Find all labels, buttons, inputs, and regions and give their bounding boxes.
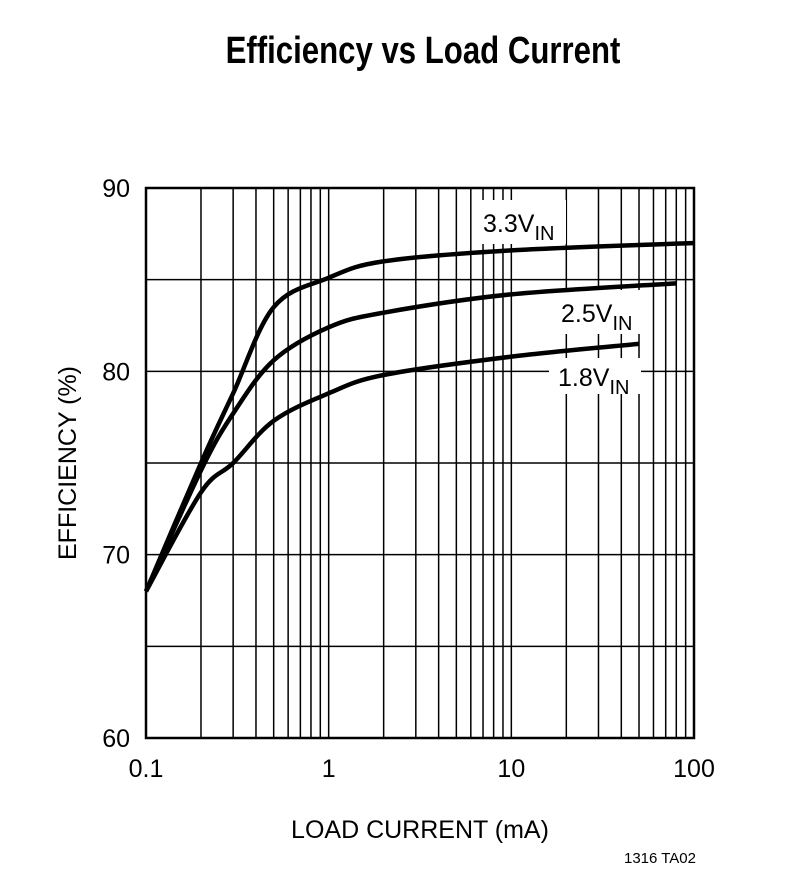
plot-frame [144,186,696,740]
x-axis-label: LOAD CURRENT (mA) [291,816,549,844]
x-tick-label: 10 [497,755,525,783]
chart-title: Efficiency vs Load Current [225,30,621,72]
series-line-3-3V [143,240,695,593]
y-tick-label: 80 [102,358,130,386]
y-axis-label: EFFICIENCY (%) [54,366,82,560]
series-label: 3.3VIN [483,210,554,245]
series-label-background [474,200,566,244]
y-tick-label: 70 [102,542,130,570]
series-label-background [553,290,643,334]
y-tick-label: 90 [102,175,130,203]
x-tick-label: 1 [322,755,336,783]
series-label: 1.8VIN [558,364,629,399]
series-line-2-5V [143,281,677,593]
x-tick-label: 0.1 [129,755,164,783]
series-line-1-8V [144,341,640,593]
y-tick-label: 60 [102,725,130,753]
figure-id: 1316 TA02 [623,850,696,867]
series-label-background [549,358,641,394]
x-tick-label: 100 [673,755,715,783]
series-label: 2.5VIN [561,300,632,335]
